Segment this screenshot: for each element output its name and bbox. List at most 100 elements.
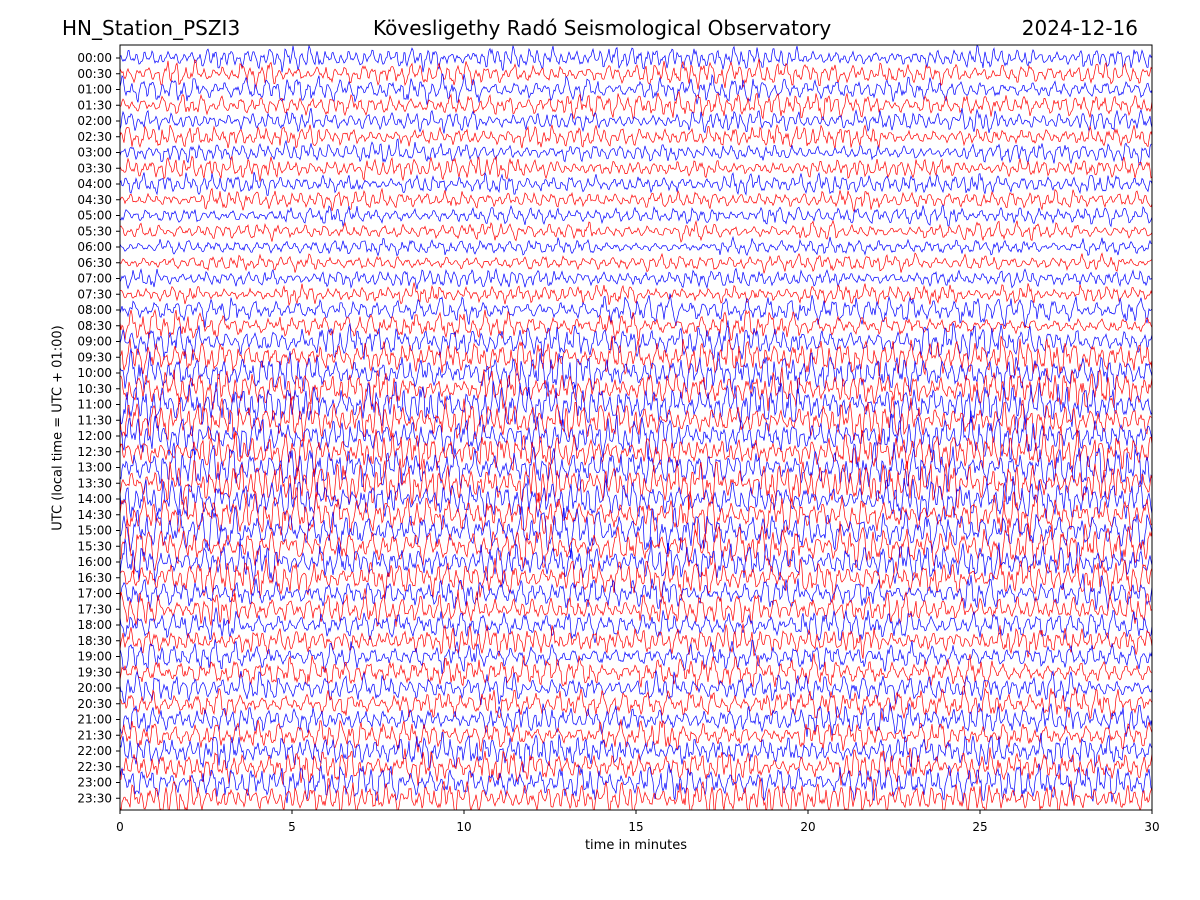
trace-1700 xyxy=(120,573,1152,611)
x-axis: 0 5 10 15 20 25 30 xyxy=(116,810,1160,834)
y-tick-label: 01:00 xyxy=(77,83,112,97)
y-tick-label: 04:00 xyxy=(77,177,112,191)
y-tick-label: 05:30 xyxy=(77,224,112,238)
trace-0700 xyxy=(120,267,1152,290)
trace-1630 xyxy=(120,556,1152,601)
x-axis-label: time in minutes xyxy=(584,838,688,853)
trace-1500 xyxy=(120,506,1152,560)
y-tick-label: 07:30 xyxy=(77,287,112,301)
y-tick-label: 22:30 xyxy=(77,760,112,774)
x-tick-label: 15 xyxy=(628,820,643,834)
trace-1100 xyxy=(120,380,1152,427)
y-tick-label: 14:00 xyxy=(77,492,112,506)
trace-1200 xyxy=(120,410,1152,461)
trace-0430 xyxy=(120,187,1152,213)
trace-0230 xyxy=(120,123,1152,150)
trace-2230 xyxy=(120,747,1152,786)
trace-2330 xyxy=(120,775,1152,810)
trace-0830 xyxy=(120,308,1152,342)
trace-0630 xyxy=(120,252,1152,274)
trace-1130 xyxy=(120,396,1152,444)
trace-0300 xyxy=(120,138,1152,166)
trace-2030 xyxy=(120,684,1152,721)
y-tick-label: 08:30 xyxy=(77,319,112,333)
y-tick-label: 08:00 xyxy=(77,303,112,317)
trace-0030 xyxy=(120,58,1152,90)
trace-0200 xyxy=(120,107,1152,134)
y-tick-label: 15:00 xyxy=(77,524,112,538)
y-tick-label: 02:30 xyxy=(77,130,112,144)
y-tick-label: 00:30 xyxy=(77,67,112,81)
y-tick-label: 10:30 xyxy=(77,382,112,396)
trace-2100 xyxy=(120,702,1152,737)
trace-1000 xyxy=(120,348,1152,396)
x-tick-label: 0 xyxy=(116,820,124,834)
y-tick-label: 14:30 xyxy=(77,508,112,522)
trace-0400 xyxy=(120,171,1152,196)
trace-1600 xyxy=(120,536,1152,585)
trace-0000 xyxy=(120,45,1152,73)
x-tick-label: 30 xyxy=(1144,820,1159,834)
trace-2300 xyxy=(120,763,1152,804)
trace-0730 xyxy=(120,282,1152,307)
x-tick-label: 20 xyxy=(800,820,815,834)
y-tick-label: 18:30 xyxy=(77,634,112,648)
trace-1300 xyxy=(120,441,1152,493)
y-tick-label: 17:00 xyxy=(77,587,112,601)
y-tick-label: 06:30 xyxy=(77,256,112,270)
y-tick-label: 04:30 xyxy=(77,193,112,207)
trace-1730 xyxy=(120,588,1152,627)
observatory-title: Kövesligethy Radó Seismological Observat… xyxy=(373,16,832,40)
y-tick-label: 03:30 xyxy=(77,161,112,175)
y-tick-label: 01:30 xyxy=(77,98,112,112)
y-tick-label: 12:30 xyxy=(77,445,112,459)
y-tick-label: 11:00 xyxy=(77,398,112,412)
y-tick-label: 16:30 xyxy=(77,571,112,585)
y-tick-label: 09:30 xyxy=(77,350,112,364)
y-tick-label: 21:00 xyxy=(77,713,112,727)
y-tick-label: 11:30 xyxy=(77,413,112,427)
trace-0100 xyxy=(120,72,1152,105)
y-tick-label: 19:30 xyxy=(77,665,112,679)
y-tick-label: 23:00 xyxy=(77,776,112,790)
trace-0330 xyxy=(120,155,1152,182)
y-tick-label: 23:30 xyxy=(77,791,112,805)
trace-1930 xyxy=(120,653,1152,691)
date-title: 2024-12-16 xyxy=(1021,16,1138,40)
y-tick-label: 12:00 xyxy=(77,429,112,443)
trace-2000 xyxy=(120,670,1152,705)
x-tick-label: 5 xyxy=(288,820,296,834)
trace-0930 xyxy=(120,335,1152,377)
x-tick-label: 25 xyxy=(972,820,987,834)
trace-1230 xyxy=(120,425,1152,477)
trace-1400 xyxy=(120,472,1152,521)
y-axis-label: UTC (local time = UTC + 01:00) xyxy=(50,325,66,531)
y-tick-label: 17:30 xyxy=(77,602,112,616)
y-tick-label: 07:00 xyxy=(77,272,112,286)
y-tick-label: 20:30 xyxy=(77,697,112,711)
station-title: HN_Station_PSZI3 xyxy=(62,16,241,40)
trace-0800 xyxy=(120,293,1152,328)
x-tick-label: 10 xyxy=(456,820,471,834)
y-tick-label: 13:00 xyxy=(77,461,112,475)
traces-group xyxy=(120,45,1152,810)
y-tick-label: 10:00 xyxy=(77,366,112,380)
y-tick-label: 03:00 xyxy=(77,146,112,160)
trace-0130 xyxy=(120,90,1152,121)
y-tick-label: 00:00 xyxy=(77,51,112,65)
trace-0530 xyxy=(120,219,1152,243)
y-tick-label: 18:00 xyxy=(77,618,112,632)
y-tick-label: 22:00 xyxy=(77,744,112,758)
y-tick-label: 20:00 xyxy=(77,681,112,695)
y-tick-label: 19:00 xyxy=(77,650,112,664)
y-tick-label: 02:00 xyxy=(77,114,112,128)
y-tick-label: 15:30 xyxy=(77,539,112,553)
trace-2130 xyxy=(120,719,1152,753)
trace-0500 xyxy=(120,204,1152,228)
trace-2200 xyxy=(120,732,1152,773)
trace-1900 xyxy=(120,639,1152,674)
y-tick-label: 05:00 xyxy=(77,209,112,223)
trace-1800 xyxy=(120,607,1152,643)
